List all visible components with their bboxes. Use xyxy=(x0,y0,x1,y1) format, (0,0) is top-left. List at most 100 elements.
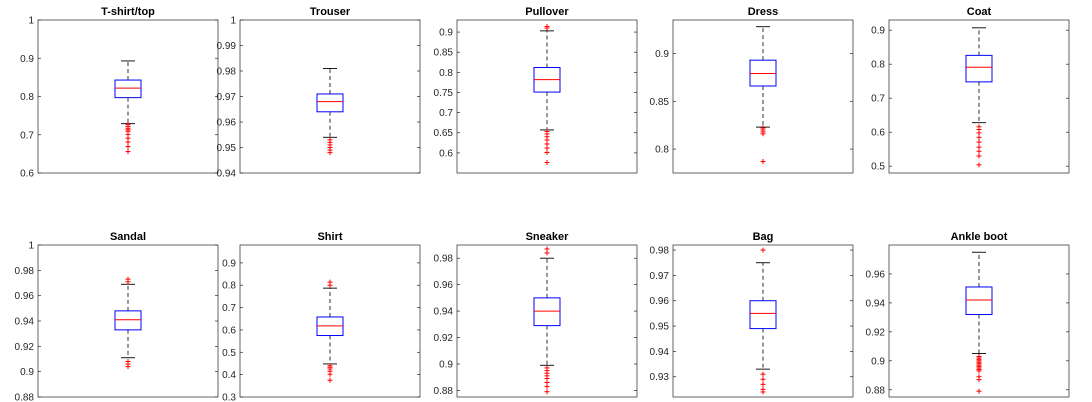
outlier-marker xyxy=(976,153,982,159)
iqr-box xyxy=(749,300,777,330)
panel-title: Trouser xyxy=(310,6,351,18)
iqr-box xyxy=(114,310,142,331)
y-tick-label: 0.9 xyxy=(20,54,34,65)
boxplot-panel: Coat 0.5 0.6 0.7 0.8 0.9 xyxy=(871,6,1070,174)
y-tick-label: 0.6 xyxy=(439,148,453,159)
y-tick-label: 0.9 xyxy=(439,28,453,39)
outlier-marker xyxy=(544,383,550,389)
outlier-marker xyxy=(125,149,131,155)
y-tick-label: 0.8 xyxy=(222,281,236,292)
y-tick-label: 0.94 xyxy=(866,298,886,309)
boxplot-panel: Sandal 0.88 0.9 0.92 0.94 0.96 0.98 1 xyxy=(15,231,219,402)
outlier-marker xyxy=(544,160,550,166)
outlier-marker xyxy=(976,162,982,168)
iqr-box xyxy=(114,79,142,99)
y-tick-label: 0.96 xyxy=(217,118,237,129)
y-tick-label: 0.75 xyxy=(434,88,454,99)
y-tick-label: 0.88 xyxy=(434,386,454,397)
y-tick-label: 0.8 xyxy=(439,68,453,79)
iqr-box xyxy=(965,286,993,315)
outlier-marker xyxy=(976,388,982,394)
axes-frame xyxy=(37,244,219,398)
y-tick-label: 0.5 xyxy=(222,348,236,359)
y-tick-label: 0.95 xyxy=(217,143,237,154)
outlier-marker xyxy=(544,389,550,395)
y-tick-label: 0.8 xyxy=(655,145,669,156)
y-tick-label: 0.9 xyxy=(439,359,453,370)
y-tick-label: 0.9 xyxy=(871,26,885,37)
y-tick-label: 0.98 xyxy=(434,254,454,265)
y-tick-label: 0.9 xyxy=(20,367,34,378)
y-tick-label: 0.3 xyxy=(222,393,236,402)
outlier-marker xyxy=(327,371,333,377)
outlier-marker xyxy=(544,250,550,256)
panel-title: Bag xyxy=(753,231,774,243)
y-tick-label: 0.7 xyxy=(871,94,885,105)
y-tick-label: 0.7 xyxy=(222,303,236,314)
y-tick-label: 0.97 xyxy=(217,92,237,103)
y-tick-label: 0.85 xyxy=(650,97,670,108)
panel-title: Dress xyxy=(748,6,779,18)
y-tick-label: 0.6 xyxy=(871,128,885,139)
y-tick-label: 0.94 xyxy=(434,307,454,318)
boxplot-panel: Shirt 0.3 0.4 0.5 0.6 0.7 0.8 0.9 xyxy=(222,231,421,402)
axes-frame xyxy=(888,244,1070,398)
panel-title: Pullover xyxy=(525,6,569,18)
outlier-marker xyxy=(760,131,766,137)
outlier-marker xyxy=(760,381,766,387)
y-tick-label: 0.92 xyxy=(15,342,35,353)
outlier-marker xyxy=(760,389,766,395)
y-tick-label: 0.98 xyxy=(650,246,670,257)
y-tick-label: 0.8 xyxy=(20,92,34,103)
y-tick-label: 0.9 xyxy=(871,356,885,367)
y-tick-label: 0.96 xyxy=(866,269,886,280)
outlier-marker xyxy=(760,247,766,253)
y-tick-label: 1 xyxy=(230,16,236,27)
boxplot-panel: Ankle boot 0.88 0.9 0.92 0.94 0.96 xyxy=(866,231,1070,398)
iqr-box xyxy=(965,54,993,83)
y-tick-label: 0.94 xyxy=(217,169,237,180)
y-tick-label: 0.98 xyxy=(217,67,237,78)
boxplot-panel: Trouser 0.94 0.95 0.96 0.97 0.98 0.99 1 xyxy=(217,6,421,180)
outlier-marker xyxy=(544,25,550,31)
y-tick-label: 0.9 xyxy=(222,258,236,269)
outlier-marker xyxy=(976,134,982,140)
y-tick-label: 0.97 xyxy=(650,271,670,282)
outlier-marker xyxy=(125,139,131,145)
panel-title: Ankle boot xyxy=(951,231,1008,243)
y-tick-label: 0.93 xyxy=(650,372,670,383)
y-tick-label: 0.94 xyxy=(650,347,670,358)
boxplot-panel: Bag 0.93 0.94 0.95 0.96 0.97 0.98 xyxy=(650,231,854,398)
y-tick-label: 0.7 xyxy=(20,130,34,141)
outlier-marker xyxy=(976,139,982,145)
y-tick-label: 1 xyxy=(28,241,34,252)
y-tick-label: 0.94 xyxy=(15,317,35,328)
panel-title: T-shirt/top xyxy=(101,6,155,18)
y-tick-label: 0.92 xyxy=(866,327,886,338)
y-tick-label: 0.7 xyxy=(439,108,453,119)
y-tick-label: 0.6 xyxy=(222,325,236,336)
boxplot-panel: Sneaker 0.88 0.9 0.92 0.94 0.96 0.98 xyxy=(434,231,638,398)
iqr-box xyxy=(316,93,344,113)
boxplot-panel: Pullover 0.6 0.65 0.7 0.75 0.8 0.85 0.9 xyxy=(434,6,638,174)
boxplot-panel: T-shirt/top 0.6 0.7 0.8 0.9 1 xyxy=(20,6,219,180)
y-tick-label: 0.98 xyxy=(15,266,35,277)
outlier-marker xyxy=(976,148,982,154)
y-tick-label: 0.8 xyxy=(871,60,885,71)
y-tick-label: 1 xyxy=(28,16,34,27)
outlier-marker xyxy=(327,150,333,156)
outlier-marker xyxy=(976,368,982,374)
y-tick-label: 0.9 xyxy=(655,49,669,60)
panel-title: Sneaker xyxy=(526,231,570,243)
y-tick-label: 0.96 xyxy=(15,291,35,302)
panel-title: Shirt xyxy=(317,231,342,243)
outlier-marker xyxy=(327,282,333,288)
y-tick-label: 0.96 xyxy=(434,280,454,291)
outlier-marker xyxy=(760,159,766,165)
panel-title: Sandal xyxy=(110,231,146,243)
y-tick-label: 0.95 xyxy=(650,322,670,333)
y-tick-label: 0.85 xyxy=(434,48,454,59)
outlier-marker xyxy=(125,144,131,150)
y-tick-label: 0.88 xyxy=(15,393,35,402)
